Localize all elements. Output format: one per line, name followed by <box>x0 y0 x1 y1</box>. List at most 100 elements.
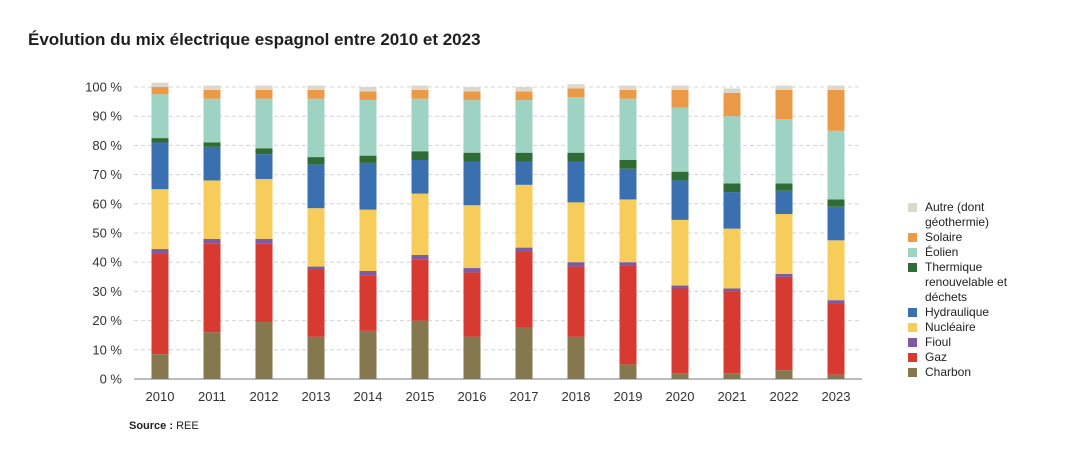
x-tick-label: 2010 <box>146 389 175 404</box>
bar-segment <box>359 275 377 331</box>
legend-swatch <box>908 353 917 362</box>
bar-segment <box>671 288 689 374</box>
bar-segment <box>619 262 637 266</box>
bar-segment <box>411 85 429 90</box>
bar-segment <box>515 327 533 379</box>
bar-segment <box>203 85 221 90</box>
bar-segment <box>827 303 845 375</box>
legend-swatch <box>908 338 917 347</box>
bar-segment <box>723 192 741 229</box>
legend-label: Éolien <box>925 245 959 259</box>
bar-segment <box>827 206 845 241</box>
legend-swatch <box>908 203 917 212</box>
x-tick-label: 2021 <box>718 389 747 404</box>
legend-label: Hydraulique <box>925 305 990 319</box>
x-tick-label: 2017 <box>510 389 539 404</box>
bar-segment <box>827 374 845 379</box>
bar-segment <box>255 178 273 239</box>
bar-segment <box>515 251 533 328</box>
bar-segment <box>619 89 637 99</box>
bar-segment <box>463 272 481 337</box>
legend-item: Gaz <box>908 350 1028 365</box>
bar-segment <box>775 370 793 379</box>
bar-segment <box>411 98 429 152</box>
bar-stack-2015 <box>411 85 429 379</box>
bar-segment <box>255 322 273 379</box>
y-tick-label: 20 % <box>92 313 122 328</box>
bar-segment <box>307 85 325 90</box>
bar-segment <box>255 238 273 244</box>
bar-segment <box>671 285 689 289</box>
bar-segment <box>307 336 325 379</box>
y-axis-ticks: 0 % 10 % 20 % 30 % 40 % 50 % 60 % 70 % 80 % 90 % 1… <box>85 80 122 387</box>
bar-segment <box>671 219 689 286</box>
bar-stack-2021 <box>723 88 741 379</box>
bar-segment <box>411 254 429 260</box>
legend-label: Thermique renouvelable et déchets <box>925 260 1008 304</box>
bar-stack-2020 <box>671 85 689 379</box>
legend-label: Fioul <box>925 335 952 349</box>
bar-stack-2014 <box>359 87 377 379</box>
bar-segment <box>775 273 793 277</box>
legend-item: Autre (dont géothermie) <box>908 200 1028 230</box>
legend-item: Éolien <box>908 245 1028 260</box>
bar-segment <box>255 89 273 99</box>
bar-segment <box>775 119 793 184</box>
legend-swatch <box>908 233 917 242</box>
legend-item: Charbon <box>908 365 1028 380</box>
legend-swatch <box>908 323 917 332</box>
bar-segment <box>463 91 481 101</box>
bar-segment <box>567 152 585 162</box>
bar-segment <box>255 243 273 323</box>
bar-segment <box>463 268 481 273</box>
bar-stack-2022 <box>775 85 793 379</box>
x-tick-label: 2023 <box>822 389 851 404</box>
bar-stack-2016 <box>463 87 481 379</box>
bar-segment <box>411 320 429 379</box>
x-tick-label: 2019 <box>614 389 643 404</box>
y-tick-label: 60 % <box>92 196 122 211</box>
bar-stack-2018 <box>567 84 585 379</box>
bar-segment <box>411 160 429 194</box>
bar-segment <box>723 288 741 292</box>
x-tick-label: 2018 <box>562 389 591 404</box>
bar-segment <box>411 89 429 99</box>
legend-item: Thermique renouvelable et déchets <box>908 260 1028 305</box>
bar-segment <box>827 85 845 90</box>
bar-segment <box>463 100 481 153</box>
bar-segment <box>515 87 533 92</box>
bar-segment <box>515 91 533 101</box>
legend-swatch <box>908 308 917 317</box>
legend: Autre (dont géothermie) Solaire Éolien Ther… <box>908 200 1028 380</box>
bar-segment <box>151 354 169 379</box>
bar-segment <box>307 266 325 270</box>
bar-stack-2019 <box>619 85 637 379</box>
bar-segment <box>151 87 169 95</box>
bar-segment <box>359 100 377 156</box>
bar-segment <box>723 183 741 193</box>
bar-segment <box>827 300 845 304</box>
bar-segment <box>463 336 481 379</box>
bar-segment <box>203 98 221 143</box>
bar-stack-2010 <box>151 82 169 379</box>
bar-segment <box>671 85 689 90</box>
grid-lines <box>134 86 862 351</box>
bar-segment <box>619 168 637 200</box>
bar-segment <box>723 92 741 117</box>
bar-segment <box>567 97 585 153</box>
bar-segment <box>151 138 169 143</box>
y-tick-label: 70 % <box>92 167 122 182</box>
bar-segment <box>775 89 793 120</box>
legend-item: Nucléaire <box>908 320 1028 335</box>
source-note: Source : REE <box>129 420 199 432</box>
bar-segment <box>515 100 533 153</box>
source-value: REE <box>176 420 199 432</box>
y-tick-label: 100 % <box>85 80 122 95</box>
bar-segment <box>775 183 793 191</box>
bar-segment <box>255 148 273 155</box>
x-tick-label: 2011 <box>198 389 226 404</box>
bar-segment <box>255 154 273 179</box>
bar-segment <box>619 199 637 263</box>
bar-segment <box>359 91 377 101</box>
